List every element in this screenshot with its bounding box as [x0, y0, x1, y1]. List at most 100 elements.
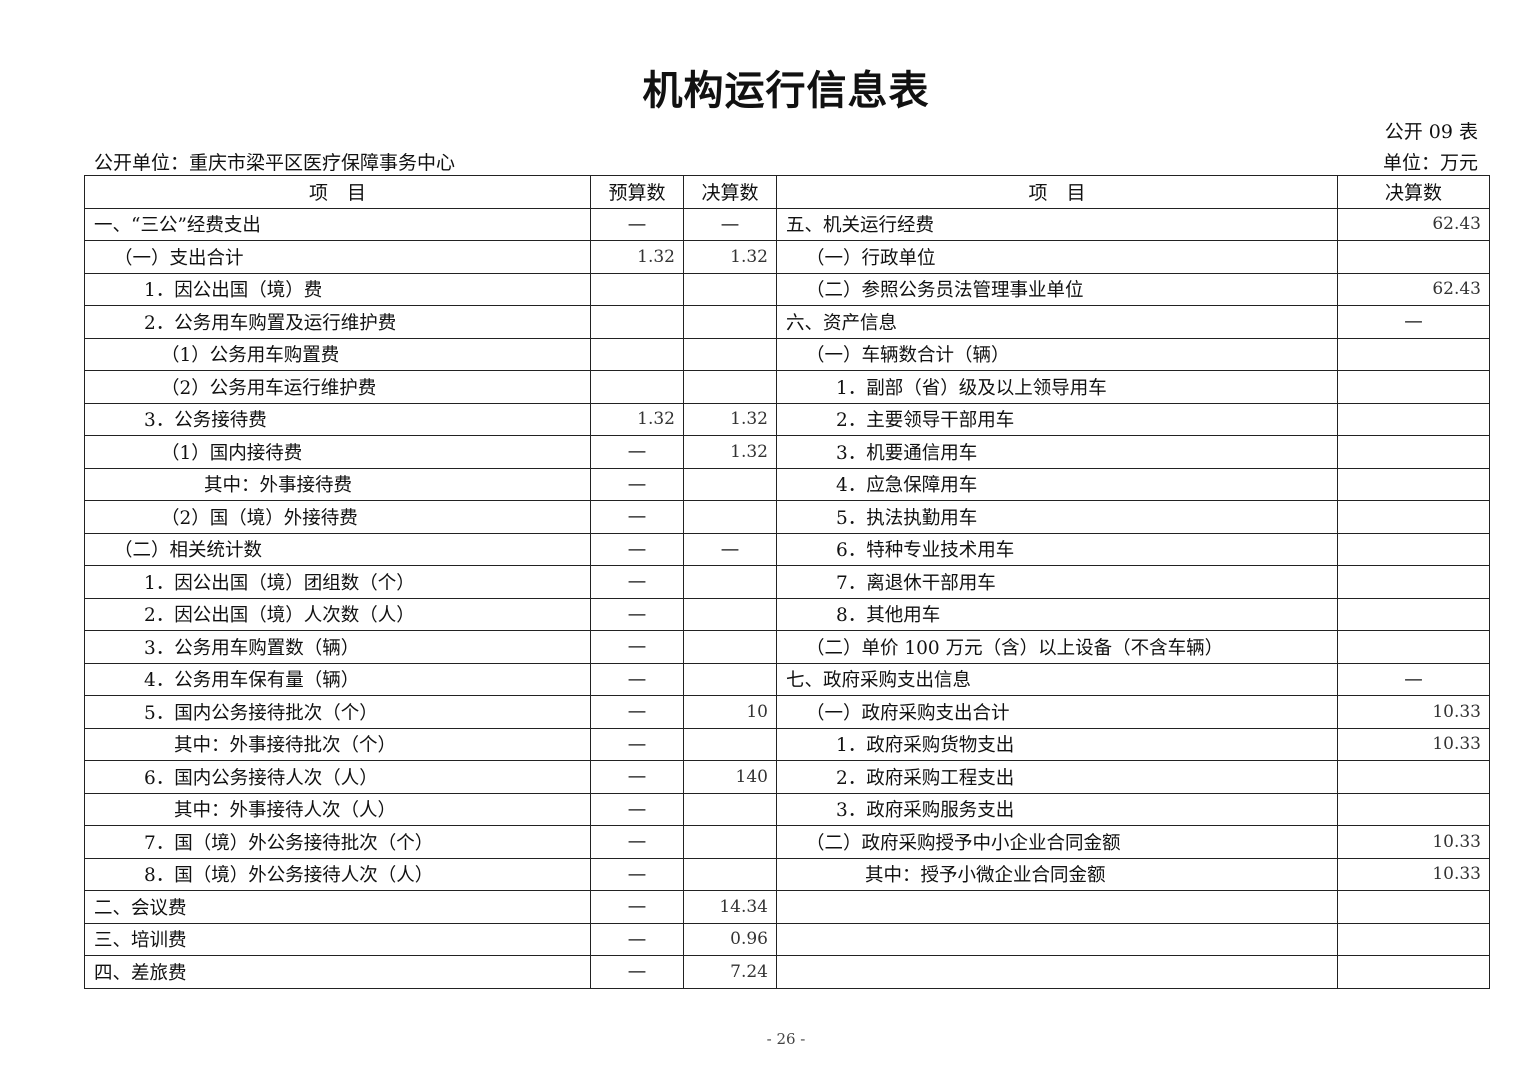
cell-final-right: [1337, 402, 1490, 436]
cell-item-right: 3．机要通信用车: [776, 435, 1338, 469]
table-row: 其中：外事接待费 — 4．应急保障用车: [84, 467, 1490, 501]
cell-item-left: 2．公务用车购置及运行维护费: [84, 305, 591, 339]
cell-final-left: 1.32: [683, 402, 777, 436]
cell-item-left: （2）国（境）外接待费: [84, 500, 591, 534]
cell-budget: [590, 337, 684, 371]
cell-final-left: [683, 727, 777, 761]
cell-final-left: [683, 500, 777, 534]
cell-item-right: 其中：授予小微企业合同金额: [776, 857, 1338, 891]
cell-budget: —: [590, 467, 684, 501]
cell-final-left: 0.96: [683, 922, 777, 956]
cell-item-left: 8．国（境）外公务接待人次（人）: [84, 857, 591, 891]
cell-budget: —: [590, 630, 684, 664]
cell-budget: —: [590, 792, 684, 826]
cell-item-right: 1．副部（省）级及以上领导用车: [776, 370, 1338, 404]
cell-item-right: 1．政府采购货物支出: [776, 727, 1338, 761]
cell-budget: —: [590, 597, 684, 631]
cell-final-right: [1337, 337, 1490, 371]
page-title: 机构运行信息表: [642, 68, 930, 114]
table-header-row: 项 目 预算数 决算数 项 目 决算数: [84, 175, 1490, 209]
cell-item-right: （二）参照公务员法管理事业单位: [776, 272, 1338, 306]
cell-final-left: [683, 467, 777, 501]
cell-final-left: 7.24: [683, 955, 777, 989]
cell-item-right: 5．执法执勤用车: [776, 500, 1338, 534]
cell-final-left: [683, 825, 777, 859]
table-row: 2．因公出国（境）人次数（人） — 8．其他用车: [84, 597, 1490, 631]
cell-budget: —: [590, 922, 684, 956]
cell-item-right: （二）单价 100 万元（含）以上设备（不含车辆）: [776, 630, 1338, 664]
cell-item-right: [776, 955, 1338, 989]
cell-final-left: 10: [683, 695, 777, 729]
cell-budget: —: [590, 435, 684, 469]
cell-budget: —: [590, 695, 684, 729]
cell-final-left: 140: [683, 760, 777, 794]
cell-item-right: （一）行政单位: [776, 240, 1338, 274]
cell-final-right: 10.33: [1337, 857, 1490, 891]
cell-final-left: [683, 630, 777, 664]
cell-budget: —: [590, 727, 684, 761]
cell-budget: —: [590, 662, 684, 696]
table-row: 4．公务用车保有量（辆） — 七、政府采购支出信息 —: [84, 662, 1490, 696]
table-row: 1．因公出国（境）费 （二）参照公务员法管理事业单位 62.43: [84, 272, 1490, 306]
cell-final-left: 14.34: [683, 890, 777, 924]
cell-item-right: 2．政府采购工程支出: [776, 760, 1338, 794]
cell-final-left: [683, 370, 777, 404]
cell-final-left: [683, 272, 777, 306]
cell-budget: —: [590, 955, 684, 989]
cell-budget: —: [590, 532, 684, 566]
cell-final-right: —: [1337, 662, 1490, 696]
table-row: 一、“三公”经费支出 — — 五、机关运行经费 62.43: [84, 207, 1490, 241]
cell-final-left: —: [683, 207, 777, 241]
table-row: 其中：外事接待批次（个） — 1．政府采购货物支出 10.33: [84, 727, 1490, 761]
cell-item-left: 其中：外事接待费: [84, 467, 591, 501]
table-row: 7．国（境）外公务接待批次（个） — （二）政府采购授予中小企业合同金额 10.33: [84, 825, 1490, 859]
table-row: （1）公务用车购置费 （一）车辆数合计（辆）: [84, 337, 1490, 371]
cell-item-left: 三、培训费: [84, 922, 591, 956]
cell-item-right: [776, 922, 1338, 956]
cell-item-right: [776, 890, 1338, 924]
cell-item-right: 七、政府采购支出信息: [776, 662, 1338, 696]
cell-budget: —: [590, 890, 684, 924]
cell-final-left: [683, 337, 777, 371]
cell-final-right: 62.43: [1337, 207, 1490, 241]
cell-item-right: 六、资产信息: [776, 305, 1338, 339]
header-item-right: 项 目: [776, 175, 1338, 209]
cell-final-left: —: [683, 532, 777, 566]
cell-final-right: [1337, 240, 1490, 274]
info-table: 项 目 预算数 决算数 项 目 决算数 一、“三公”经费支出 — — 五、机关运行经费…: [84, 175, 1490, 989]
cell-item-right: （一）车辆数合计（辆）: [776, 337, 1338, 371]
table-row: 2．公务用车购置及运行维护费 六、资产信息 —: [84, 305, 1490, 339]
cell-budget: —: [590, 565, 684, 599]
cell-item-right: （一）政府采购支出合计: [776, 695, 1338, 729]
table-row: 1．因公出国（境）团组数（个） — 7．离退休干部用车: [84, 565, 1490, 599]
cell-final-right: [1337, 760, 1490, 794]
cell-final-left: [683, 662, 777, 696]
cell-item-left: 1．因公出国（境）团组数（个）: [84, 565, 591, 599]
cell-item-right: 6．特种专业技术用车: [776, 532, 1338, 566]
cell-budget: —: [590, 857, 684, 891]
cell-final-right: [1337, 890, 1490, 924]
cell-budget: —: [590, 207, 684, 241]
cell-item-left: 一、“三公”经费支出: [84, 207, 591, 241]
cell-item-left: 4．公务用车保有量（辆）: [84, 662, 591, 696]
cell-final-right: [1337, 500, 1490, 534]
cell-final-right: [1337, 435, 1490, 469]
cell-item-left: 3．公务接待费: [84, 402, 591, 436]
cell-item-left: （2）公务用车运行维护费: [84, 370, 591, 404]
cell-final-right: [1337, 597, 1490, 631]
cell-budget: —: [590, 760, 684, 794]
cell-final-right: [1337, 532, 1490, 566]
cell-final-right: 10.33: [1337, 695, 1490, 729]
cell-budget: [590, 370, 684, 404]
table-row: 其中：外事接待人次（人） — 3．政府采购服务支出: [84, 792, 1490, 826]
header-item-left: 项 目: [84, 175, 591, 209]
table-row: （2）公务用车运行维护费 1．副部（省）级及以上领导用车: [84, 370, 1490, 404]
cell-budget: 1.32: [590, 402, 684, 436]
cell-final-left: [683, 792, 777, 826]
cell-item-left: 5．国内公务接待批次（个）: [84, 695, 591, 729]
table-row: （2）国（境）外接待费 — 5．执法执勤用车: [84, 500, 1490, 534]
cell-final-right: [1337, 955, 1490, 989]
header-final-left: 决算数: [683, 175, 777, 209]
cell-item-right: （二）政府采购授予中小企业合同金额: [776, 825, 1338, 859]
table-row: 8．国（境）外公务接待人次（人） — 其中：授予小微企业合同金额 10.33: [84, 857, 1490, 891]
